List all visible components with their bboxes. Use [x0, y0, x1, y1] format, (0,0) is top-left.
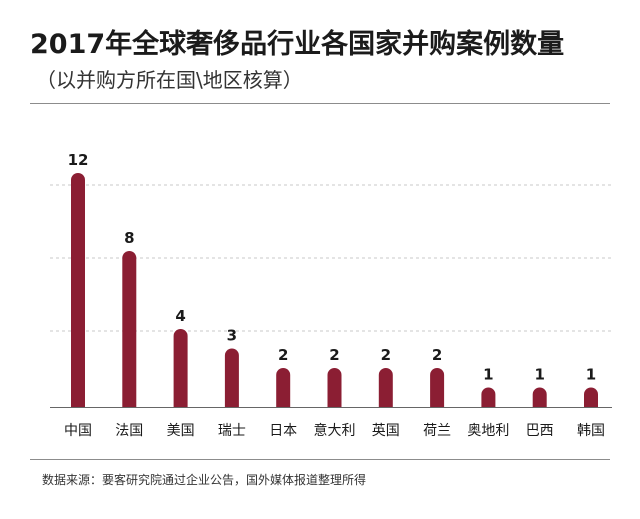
tick-label-法国: 法国: [115, 423, 143, 439]
data-label-意大利: 2: [329, 346, 339, 364]
tick-label-日本: 日本: [269, 423, 297, 439]
tick-label-意大利: 意大利: [314, 422, 356, 439]
data-label-荷兰: 2: [432, 346, 442, 364]
tick-label-美国: 美国: [167, 423, 195, 439]
bar-美国: [173, 329, 188, 407]
bar-荷兰: [430, 368, 445, 407]
data-label-奥地利: 1: [483, 366, 493, 384]
data-label-日本: 2: [278, 346, 288, 364]
bar-英国: [378, 368, 393, 407]
tick-label-中国: 中国: [64, 423, 92, 439]
tick-label-瑞士: 瑞士: [218, 423, 246, 439]
source-note: 数据来源：要客研究院通过企业公告，国外媒体报道整理所得: [42, 473, 367, 487]
bar-法国: [122, 251, 137, 407]
bar-意大利: [327, 368, 342, 407]
top-divider: [30, 103, 610, 104]
tick-label-奥地利: 奥地利: [467, 422, 509, 439]
data-label-中国: 12: [68, 151, 89, 169]
data-label-韩国: 1: [586, 366, 596, 384]
data-label-法国: 8: [124, 229, 134, 247]
data-label-巴西: 1: [534, 366, 544, 384]
chart-title: 2017年全球奢侈品行业各国家并购案例数量: [30, 29, 565, 60]
bar-奥地利: [481, 387, 496, 407]
data-label-英国: 2: [381, 346, 391, 364]
chart-subtitle: （以并购方所在国\地区核算）: [36, 68, 303, 92]
data-label-美国: 4: [175, 307, 185, 325]
tick-label-韩国: 韩国: [577, 423, 605, 439]
bar-巴西: [532, 387, 547, 407]
bar-日本: [276, 368, 291, 407]
bar-韩国: [584, 387, 598, 407]
bottom-divider: [30, 459, 610, 460]
tick-label-英国: 英国: [372, 422, 400, 439]
data-label-瑞士: 3: [227, 327, 237, 345]
bar-中国: [71, 173, 85, 407]
tick-label-荷兰: 荷兰: [423, 423, 451, 439]
tick-label-巴西: 巴西: [526, 423, 554, 439]
bar-瑞士: [224, 348, 239, 407]
